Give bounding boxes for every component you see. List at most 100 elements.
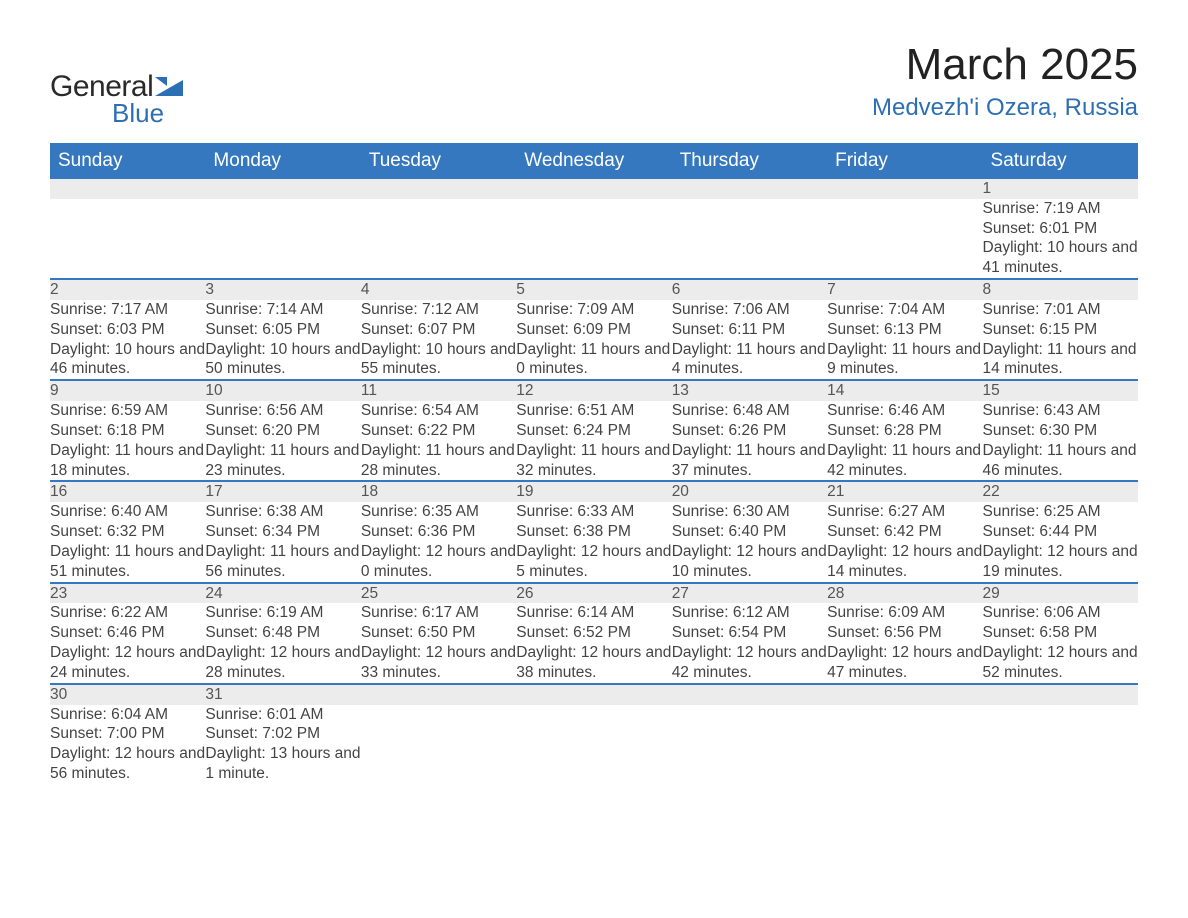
- day-detail-cell: Sunrise: 6:09 AMSunset: 6:56 PMDaylight:…: [827, 603, 982, 683]
- weekday-header: Friday: [827, 143, 982, 179]
- day-detail-cell: [50, 199, 205, 279]
- sunset-line: Sunset: 6:44 PM: [983, 522, 1138, 542]
- day-detail-cell: Sunrise: 6:59 AMSunset: 6:18 PMDaylight:…: [50, 401, 205, 481]
- day-detail-cell: Sunrise: 7:04 AMSunset: 6:13 PMDaylight:…: [827, 300, 982, 380]
- daylight-line: Daylight: 12 hours and 56 minutes.: [50, 744, 205, 784]
- sunset-line: Sunset: 6:24 PM: [516, 421, 671, 441]
- day-number-cell: 22: [983, 481, 1138, 502]
- day-detail-cell: Sunrise: 6:04 AMSunset: 7:00 PMDaylight:…: [50, 705, 205, 784]
- day-number-cell: [516, 179, 671, 199]
- sunset-line: Sunset: 6:34 PM: [205, 522, 360, 542]
- daylight-line: Daylight: 10 hours and 46 minutes.: [50, 340, 205, 380]
- sunrise-line: Sunrise: 7:17 AM: [50, 300, 205, 320]
- location-subtitle: Medvezh'i Ozera, Russia: [872, 94, 1138, 122]
- sunset-line: Sunset: 6:42 PM: [827, 522, 982, 542]
- day-detail-cell: Sunrise: 6:01 AMSunset: 7:02 PMDaylight:…: [205, 705, 360, 784]
- sunset-line: Sunset: 6:03 PM: [50, 320, 205, 340]
- weekday-header: Sunday: [50, 143, 205, 179]
- sunset-line: Sunset: 6:09 PM: [516, 320, 671, 340]
- sunrise-line: Sunrise: 6:35 AM: [361, 502, 516, 522]
- weekday-header: Monday: [205, 143, 360, 179]
- sunrise-line: Sunrise: 6:56 AM: [205, 401, 360, 421]
- daylight-line: Daylight: 11 hours and 51 minutes.: [50, 542, 205, 582]
- sunset-line: Sunset: 7:00 PM: [50, 724, 205, 744]
- day-number-cell: 26: [516, 583, 671, 604]
- day-number-cell: 30: [50, 684, 205, 705]
- sunrise-line: Sunrise: 6:17 AM: [361, 603, 516, 623]
- day-detail-row: Sunrise: 7:17 AMSunset: 6:03 PMDaylight:…: [50, 300, 1138, 380]
- day-number-cell: 9: [50, 380, 205, 401]
- sunrise-line: Sunrise: 6:19 AM: [205, 603, 360, 623]
- sunrise-line: Sunrise: 6:12 AM: [672, 603, 827, 623]
- weekday-header: Tuesday: [361, 143, 516, 179]
- day-detail-cell: [827, 199, 982, 279]
- day-number-cell: 17: [205, 481, 360, 502]
- sunrise-line: Sunrise: 6:33 AM: [516, 502, 671, 522]
- day-number-cell: 24: [205, 583, 360, 604]
- sunrise-line: Sunrise: 6:27 AM: [827, 502, 982, 522]
- day-number-cell: 6: [672, 279, 827, 300]
- day-detail-cell: Sunrise: 6:56 AMSunset: 6:20 PMDaylight:…: [205, 401, 360, 481]
- day-number-cell: 20: [672, 481, 827, 502]
- sunset-line: Sunset: 6:40 PM: [672, 522, 827, 542]
- daylight-line: Daylight: 12 hours and 42 minutes.: [672, 643, 827, 683]
- sunrise-line: Sunrise: 6:22 AM: [50, 603, 205, 623]
- day-detail-cell: [516, 705, 671, 784]
- weekday-header: Saturday: [983, 143, 1138, 179]
- daylight-line: Daylight: 12 hours and 52 minutes.: [983, 643, 1138, 683]
- day-number-row: 1: [50, 179, 1138, 199]
- daylight-line: Daylight: 11 hours and 4 minutes.: [672, 340, 827, 380]
- day-number-cell: [672, 684, 827, 705]
- day-detail-cell: Sunrise: 6:51 AMSunset: 6:24 PMDaylight:…: [516, 401, 671, 481]
- day-number-cell: [827, 179, 982, 199]
- day-detail-cell: Sunrise: 7:12 AMSunset: 6:07 PMDaylight:…: [361, 300, 516, 380]
- sunset-line: Sunset: 6:20 PM: [205, 421, 360, 441]
- brand-logo: General Blue: [50, 70, 183, 129]
- sunrise-line: Sunrise: 6:06 AM: [983, 603, 1138, 623]
- day-detail-cell: Sunrise: 7:17 AMSunset: 6:03 PMDaylight:…: [50, 300, 205, 380]
- day-number-cell: 4: [361, 279, 516, 300]
- weekday-header: Wednesday: [516, 143, 671, 179]
- day-number-cell: 28: [827, 583, 982, 604]
- day-detail-cell: [827, 705, 982, 784]
- day-number-cell: 11: [361, 380, 516, 401]
- day-number-cell: 8: [983, 279, 1138, 300]
- daylight-line: Daylight: 11 hours and 9 minutes.: [827, 340, 982, 380]
- day-detail-cell: [672, 199, 827, 279]
- sunrise-line: Sunrise: 6:04 AM: [50, 705, 205, 725]
- sunrise-line: Sunrise: 6:43 AM: [983, 401, 1138, 421]
- daylight-line: Daylight: 13 hours and 1 minute.: [205, 744, 360, 784]
- day-number-cell: 14: [827, 380, 982, 401]
- day-detail-cell: Sunrise: 6:38 AMSunset: 6:34 PMDaylight:…: [205, 502, 360, 582]
- daylight-line: Daylight: 12 hours and 10 minutes.: [672, 542, 827, 582]
- sunset-line: Sunset: 6:52 PM: [516, 623, 671, 643]
- daylight-line: Daylight: 12 hours and 0 minutes.: [361, 542, 516, 582]
- day-number-cell: [516, 684, 671, 705]
- day-number-cell: 29: [983, 583, 1138, 604]
- sunrise-line: Sunrise: 6:09 AM: [827, 603, 982, 623]
- sunset-line: Sunset: 6:15 PM: [983, 320, 1138, 340]
- day-detail-cell: Sunrise: 6:27 AMSunset: 6:42 PMDaylight:…: [827, 502, 982, 582]
- day-detail-cell: Sunrise: 7:06 AMSunset: 6:11 PMDaylight:…: [672, 300, 827, 380]
- weekday-header: Thursday: [672, 143, 827, 179]
- day-number-cell: 25: [361, 583, 516, 604]
- weekday-header-row: SundayMondayTuesdayWednesdayThursdayFrid…: [50, 143, 1138, 179]
- day-detail-cell: Sunrise: 6:46 AMSunset: 6:28 PMDaylight:…: [827, 401, 982, 481]
- sunset-line: Sunset: 6:18 PM: [50, 421, 205, 441]
- day-number-cell: [50, 179, 205, 199]
- day-number-cell: 7: [827, 279, 982, 300]
- day-detail-row: Sunrise: 6:04 AMSunset: 7:00 PMDaylight:…: [50, 705, 1138, 784]
- sunset-line: Sunset: 6:38 PM: [516, 522, 671, 542]
- sunrise-line: Sunrise: 6:54 AM: [361, 401, 516, 421]
- month-title: March 2025: [872, 40, 1138, 90]
- sunset-line: Sunset: 6:54 PM: [672, 623, 827, 643]
- daylight-line: Daylight: 12 hours and 47 minutes.: [827, 643, 982, 683]
- day-detail-cell: Sunrise: 6:25 AMSunset: 6:44 PMDaylight:…: [983, 502, 1138, 582]
- day-number-row: 3031: [50, 684, 1138, 705]
- day-detail-cell: Sunrise: 6:48 AMSunset: 6:26 PMDaylight:…: [672, 401, 827, 481]
- day-detail-row: Sunrise: 6:22 AMSunset: 6:46 PMDaylight:…: [50, 603, 1138, 683]
- day-number-cell: [361, 179, 516, 199]
- day-number-cell: 23: [50, 583, 205, 604]
- sunrise-line: Sunrise: 6:51 AM: [516, 401, 671, 421]
- day-detail-row: Sunrise: 7:19 AMSunset: 6:01 PMDaylight:…: [50, 199, 1138, 279]
